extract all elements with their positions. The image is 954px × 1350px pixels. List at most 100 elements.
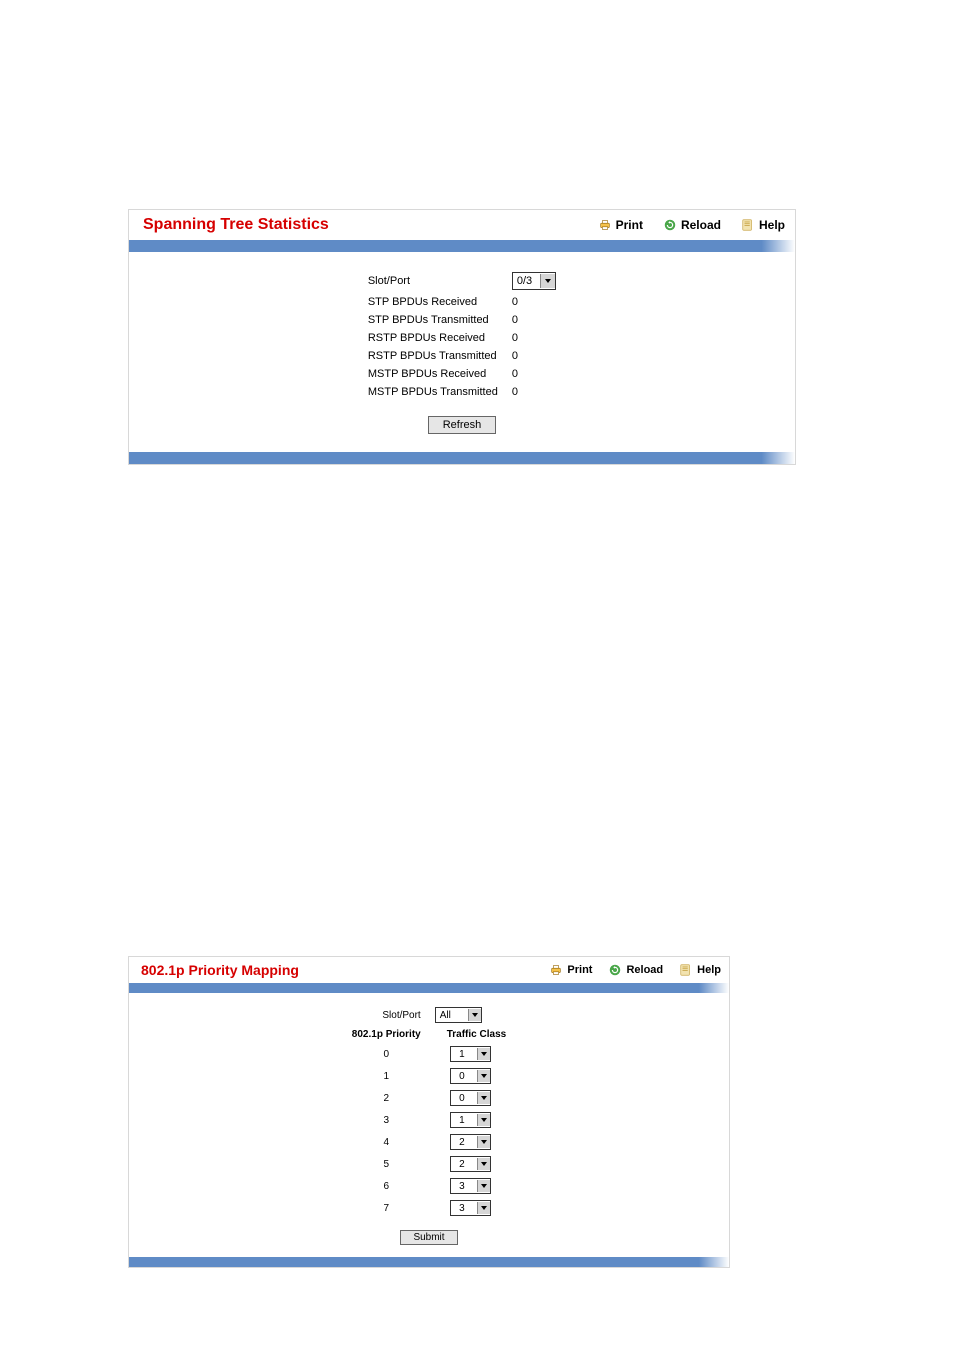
header-actions: Print Reload Help	[598, 218, 785, 232]
help-label: Help	[759, 218, 785, 232]
footer-bar	[129, 452, 795, 464]
spanning-tree-stats-panel: Spanning Tree Statistics Print Reload He…	[128, 209, 796, 465]
table-row: RSTP BPDUs Received 0	[362, 330, 562, 346]
panel-content: Slot/Port All 802.1p Priority Traffic Cl…	[129, 993, 729, 1257]
chevron-down-icon	[477, 1114, 490, 1126]
page-title: Spanning Tree Statistics	[143, 216, 598, 234]
traffic-class-select[interactable]: 2	[450, 1156, 491, 1172]
stp-rx-label: STP BPDUs Received	[362, 294, 504, 310]
table-row: RSTP BPDUs Transmitted 0	[362, 348, 562, 364]
priority-mapping-panel: 802.1p Priority Mapping Print Reload Hel…	[128, 956, 730, 1268]
refresh-button[interactable]: Refresh	[428, 416, 497, 434]
header-actions: Print Reload Help	[549, 963, 721, 977]
stp-rx-value: 0	[506, 294, 562, 310]
slotport-value: All	[440, 1010, 468, 1021]
traffic-class-select[interactable]: 0	[450, 1090, 491, 1106]
footer-bar	[129, 1257, 729, 1267]
priority-value: 4	[346, 1132, 427, 1152]
table-row: STP BPDUs Received 0	[362, 294, 562, 310]
panel-content: Slot/Port 0/3 STP BPDUs Received 0 STP B…	[129, 252, 795, 452]
reload-label: Reload	[681, 218, 721, 232]
priority-value: 6	[346, 1176, 427, 1196]
table-row: 3 1	[346, 1110, 512, 1130]
stp-tx-label: STP BPDUs Transmitted	[362, 312, 504, 328]
traffic-class-value: 2	[455, 1137, 477, 1148]
chevron-down-icon	[477, 1070, 490, 1082]
chevron-down-icon	[468, 1009, 481, 1021]
table-row: 1 0	[346, 1066, 512, 1086]
print-link[interactable]: Print	[598, 218, 643, 232]
reload-icon	[663, 218, 677, 232]
table-row: MSTP BPDUs Transmitted 0	[362, 384, 562, 400]
page-title: 802.1p Priority Mapping	[141, 962, 549, 978]
mstp-tx-label: MSTP BPDUs Transmitted	[362, 384, 504, 400]
slotport-select[interactable]: 0/3	[512, 272, 556, 290]
traffic-class-select[interactable]: 3	[450, 1178, 491, 1194]
submit-button[interactable]: Submit	[400, 1230, 457, 1245]
reload-label: Reload	[626, 964, 663, 976]
priority-value: 3	[346, 1110, 427, 1130]
priority-value: 2	[346, 1088, 427, 1108]
stats-table: Slot/Port 0/3 STP BPDUs Received 0 STP B…	[360, 268, 564, 402]
table-row: 6 3	[346, 1176, 512, 1196]
mstp-rx-label: MSTP BPDUs Received	[362, 366, 504, 382]
reload-link[interactable]: Reload	[663, 218, 721, 232]
table-row: 4 2	[346, 1132, 512, 1152]
traffic-class-select[interactable]: 3	[450, 1200, 491, 1216]
reload-link[interactable]: Reload	[608, 963, 663, 977]
rstp-rx-label: RSTP BPDUs Received	[362, 330, 504, 346]
table-row: 5 2	[346, 1154, 512, 1174]
table-row: 7 3	[346, 1198, 512, 1218]
mstp-tx-value: 0	[506, 384, 562, 400]
rstp-tx-label: RSTP BPDUs Transmitted	[362, 348, 504, 364]
traffic-class-value: 1	[455, 1049, 477, 1060]
stp-tx-value: 0	[506, 312, 562, 328]
chevron-down-icon	[540, 274, 555, 288]
help-icon	[741, 218, 755, 232]
slotport-value: 0/3	[517, 275, 540, 287]
print-link[interactable]: Print	[549, 963, 592, 977]
button-row: Submit	[129, 1220, 729, 1245]
table-row: 802.1p Priority Traffic Class	[346, 1027, 512, 1042]
panel-header: Spanning Tree Statistics Print Reload He…	[129, 210, 795, 240]
traffic-class-select[interactable]: 1	[450, 1112, 491, 1128]
traffic-class-select[interactable]: 1	[450, 1046, 491, 1062]
chevron-down-icon	[477, 1136, 490, 1148]
help-link[interactable]: Help	[679, 963, 721, 977]
traffic-class-value: 0	[455, 1093, 477, 1104]
help-link[interactable]: Help	[741, 218, 785, 232]
chevron-down-icon	[477, 1202, 490, 1214]
rstp-rx-value: 0	[506, 330, 562, 346]
rstp-tx-value: 0	[506, 348, 562, 364]
table-row: STP BPDUs Transmitted 0	[362, 312, 562, 328]
header-bar	[129, 240, 795, 252]
priority-value: 5	[346, 1154, 427, 1174]
priority-value: 7	[346, 1198, 427, 1218]
button-row: Refresh	[129, 402, 795, 434]
chevron-down-icon	[477, 1180, 490, 1192]
mstp-rx-value: 0	[506, 366, 562, 382]
table-row: 0 1	[346, 1044, 512, 1064]
priority-value: 0	[346, 1044, 427, 1064]
printer-icon	[549, 963, 563, 977]
chevron-down-icon	[477, 1158, 490, 1170]
table-row: Slot/Port All	[346, 1005, 512, 1025]
help-label: Help	[697, 964, 721, 976]
traffic-class-select[interactable]: 2	[450, 1134, 491, 1150]
traffic-header: Traffic Class	[429, 1027, 512, 1042]
print-label: Print	[616, 218, 643, 232]
print-label: Print	[567, 964, 592, 976]
chevron-down-icon	[477, 1048, 490, 1060]
mapping-table: Slot/Port All 802.1p Priority Traffic Cl…	[344, 1003, 514, 1220]
panel-header: 802.1p Priority Mapping Print Reload Hel…	[129, 957, 729, 983]
slotport-label: Slot/Port	[362, 270, 504, 292]
traffic-class-value: 1	[455, 1115, 477, 1126]
slotport-select[interactable]: All	[435, 1007, 482, 1023]
header-bar	[129, 983, 729, 993]
traffic-class-value: 2	[455, 1159, 477, 1170]
traffic-class-value: 3	[455, 1181, 477, 1192]
priority-value: 1	[346, 1066, 427, 1086]
help-icon	[679, 963, 693, 977]
traffic-class-select[interactable]: 0	[450, 1068, 491, 1084]
traffic-class-value: 3	[455, 1203, 477, 1214]
